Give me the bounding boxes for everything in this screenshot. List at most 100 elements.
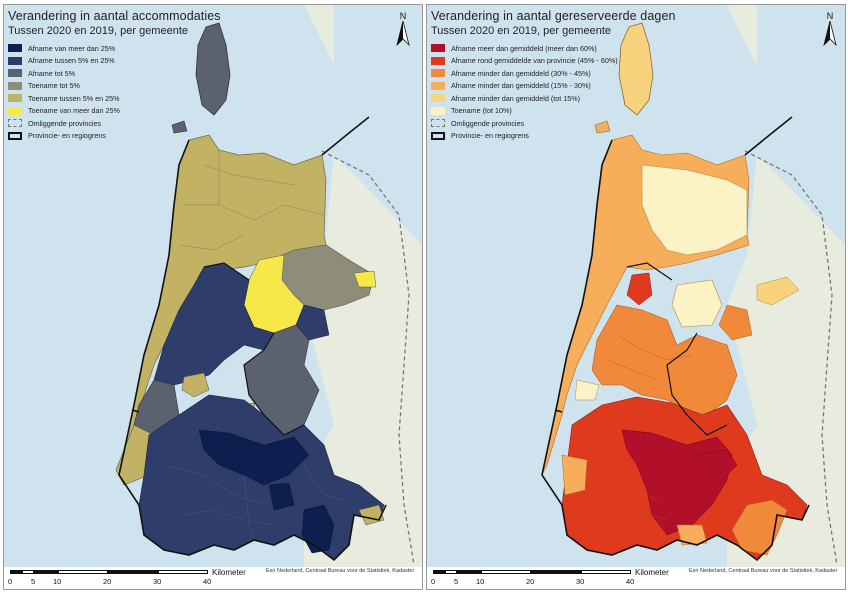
legend-item: Omliggende provincies [431, 117, 618, 129]
municipal-borders-north [178, 150, 325, 251]
legend-swatch [8, 44, 22, 52]
legend-label: Toename tot 5% [28, 81, 80, 90]
region-red-patch [626, 272, 653, 306]
north-arrow: N [396, 11, 410, 52]
map-canvas [115, 5, 422, 567]
surrounding-province-border [744, 150, 838, 566]
scale-tick-label: 20 [526, 577, 535, 586]
region-border-tick [554, 409, 563, 413]
legend-label: Toename (tot 10%) [451, 106, 512, 115]
legend-swatch [431, 106, 445, 115]
legend-label: Afname minder dan gemiddeld (15% - 30%) [451, 81, 591, 90]
scale-segment [158, 570, 208, 574]
scale-tick-label: 0 [431, 577, 436, 586]
legend-item: Toename (tot 10%) [431, 105, 618, 117]
legend-item: Toename tussen 5% en 25% [8, 92, 120, 104]
scale-segment [531, 570, 581, 574]
legend-label: Afname minder dan gemiddeld (tot 15%) [451, 93, 581, 103]
legend-item: Afname tot 5% [8, 67, 120, 79]
scale-tick-label: 5 [454, 577, 459, 586]
legend: Afname meer dan gemiddeld (meer dan 60%)… [431, 42, 618, 142]
map-subtitle: Tussen 2020 en 2019, per gemeente [8, 25, 189, 37]
legend-label: Toename tussen 5% en 25% [28, 93, 120, 103]
region-olive-patch-2 [181, 372, 210, 398]
scale-segment [457, 570, 481, 574]
region-pale-coast [574, 379, 600, 401]
region-islet [594, 120, 611, 134]
legend: Afname van meer dan 25% Afname tussen 5%… [8, 42, 120, 142]
map-canvas [541, 5, 845, 567]
legend-item: Afname van meer dan 25% [8, 42, 120, 54]
province-border [118, 139, 387, 562]
map-title: Verandering in aantal gereserveerde dage… [431, 9, 676, 23]
scale-segment [445, 570, 457, 574]
surrounding-province-border [321, 150, 415, 566]
legend-item: Toename van meer dan 25% [8, 105, 120, 117]
municipal-borders-south [163, 464, 345, 541]
region-islet [171, 120, 188, 134]
legend-swatch-thick [431, 131, 445, 140]
region-border [203, 262, 305, 436]
region-border-tick [131, 409, 140, 413]
scale-segment [481, 570, 531, 574]
legend-label: Omliggende provincies [451, 118, 525, 128]
region-east-light [756, 276, 800, 306]
region-hoorn [718, 304, 753, 341]
north-arrow: N [823, 11, 837, 52]
north-arrow-icon [823, 20, 837, 47]
region-middle-orange [591, 304, 738, 416]
afsluitdijk-border [744, 116, 793, 156]
municipal-borders [586, 334, 693, 521]
province-border [541, 139, 810, 562]
map-panel-accommodaties: Verandering in aantal accommodaties Tuss… [3, 4, 423, 590]
legend-item: Toename tot 5% [8, 80, 120, 92]
legend-item: Afname rond gemiddelde van provincie (45… [431, 55, 618, 67]
region-south-light [676, 524, 708, 546]
scale-tick-label: 10 [53, 577, 62, 586]
map-credits: Esri Nederland, Centraal Bureau voor de … [689, 568, 838, 574]
legend-item: Afname meer dan gemiddeld (meer dan 60%) [431, 42, 618, 54]
legend-swatch [8, 56, 22, 65]
map-title: Verandering in aantal accommodaties [8, 9, 221, 23]
map-panel-gereserveerde-dagen: Verandering in aantal gereserveerde dage… [426, 4, 846, 590]
legend-label: Provincie- en regiogrens [28, 131, 106, 140]
legend-swatch [431, 69, 445, 77]
scale-tick-label: 40 [203, 577, 212, 586]
legend-swatch-dashed [8, 119, 22, 127]
legend-item: Provincie- en regiogrens [431, 130, 618, 142]
legend-swatch-dashed [431, 119, 445, 127]
legend-swatch [431, 81, 445, 90]
legend-item: Omliggende provincies [8, 117, 120, 129]
north-label: N [399, 11, 407, 21]
scale-tick-label: 40 [626, 577, 635, 586]
scale-tick-label: 20 [103, 577, 112, 586]
legend-item: Afname minder dan gemiddeld (15% - 30%) [431, 80, 618, 92]
scale-segment [10, 570, 22, 574]
scale-segment [433, 570, 445, 574]
legend-swatch [8, 69, 22, 77]
legend-label: Toename van meer dan 25% [28, 106, 120, 115]
region-west-blue [153, 262, 275, 386]
north-arrow-icon [396, 20, 410, 47]
scale-bar: 0 5 10 20 30 40 Kilometer Esri Nederland… [427, 567, 845, 589]
legend-swatch [431, 56, 445, 65]
map-credits: Esri Nederland, Centraal Bureau voor de … [266, 568, 415, 574]
legend-item: Afname minder dan gemiddeld (tot 15%) [431, 92, 618, 104]
region-texel [195, 22, 231, 116]
map-subtitle: Tussen 2020 en 2019, per gemeente [431, 25, 612, 37]
region-navy-patch [268, 482, 295, 511]
scale-tick-label: 10 [476, 577, 485, 586]
scale-segment [581, 570, 631, 574]
legend-label: Afname tussen 5% en 25% [28, 56, 115, 65]
scale-segment [108, 570, 158, 574]
legend-label: Omliggende provincies [28, 118, 102, 128]
region-coast-light [561, 454, 588, 496]
afsluitdijk-border [321, 116, 370, 156]
region-gooi-navy [301, 504, 335, 554]
legend-swatch-thick [8, 131, 22, 140]
region-amsterdam-navy [198, 429, 310, 486]
legend-label: Afname rond gemiddelde van provincie (45… [451, 56, 618, 65]
region-texel [618, 22, 654, 116]
ijsselmeer [757, 5, 845, 245]
legend-swatch [8, 106, 22, 115]
